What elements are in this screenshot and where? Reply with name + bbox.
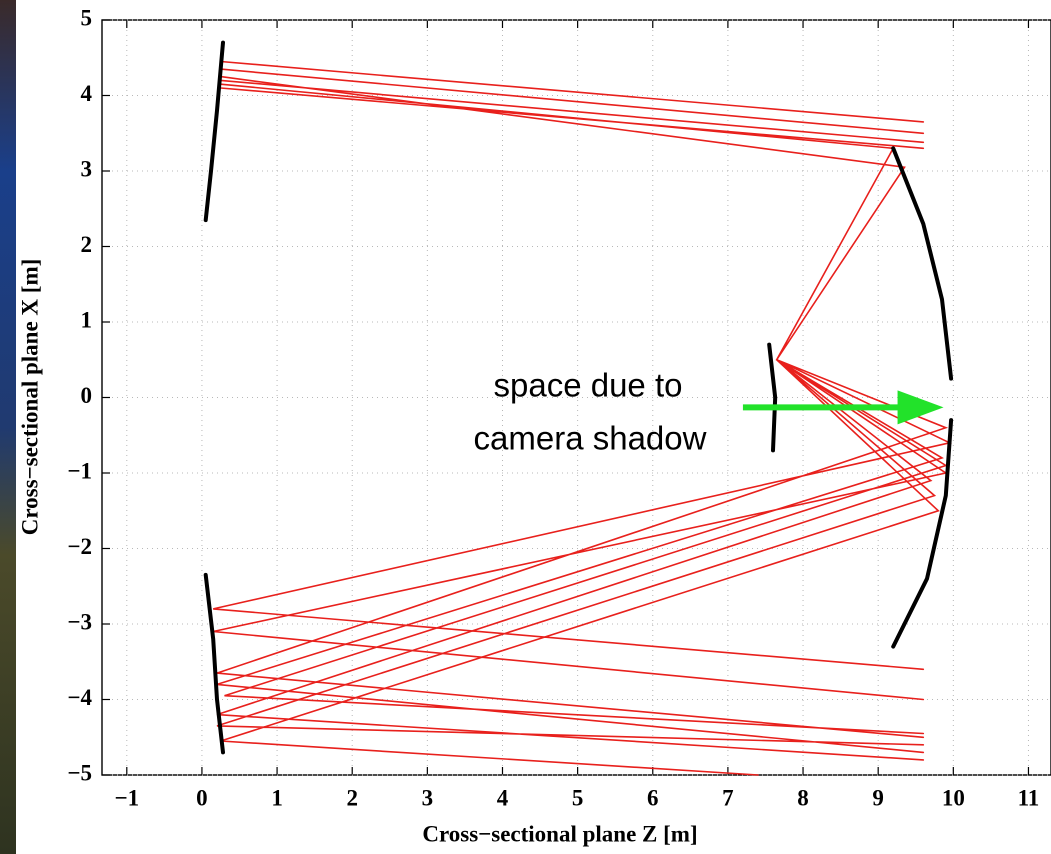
ray bbox=[213, 60, 953, 776]
y-tick-label: 4 bbox=[81, 81, 93, 106]
y-tick-label: 5 bbox=[81, 5, 93, 30]
x-tick-label: 6 bbox=[647, 785, 659, 810]
y-tick-label: −3 bbox=[67, 609, 92, 634]
y-tick-label: 0 bbox=[81, 383, 93, 408]
y-tick-label: 1 bbox=[81, 307, 93, 332]
x-tick-label: 2 bbox=[346, 785, 358, 810]
x-tick-label: 0 bbox=[196, 785, 208, 810]
x-axis-label: Cross−sectional plane Z [m] bbox=[422, 821, 697, 846]
y-tick-label: −2 bbox=[67, 534, 92, 559]
x-tick-label: 3 bbox=[422, 785, 434, 810]
y-tick-label: 3 bbox=[81, 156, 93, 181]
background-photo bbox=[0, 0, 16, 854]
x-tick-label: 8 bbox=[797, 785, 809, 810]
annotation: camera shadow bbox=[474, 420, 707, 457]
x-tick-label: −1 bbox=[114, 785, 139, 810]
x-tick-label: 7 bbox=[722, 785, 734, 810]
arrow-head bbox=[897, 390, 944, 425]
x-tick-label: 9 bbox=[872, 785, 884, 810]
y-tick-label: −4 bbox=[67, 685, 92, 710]
y-tick-label: 2 bbox=[81, 232, 93, 257]
mirror bbox=[203, 40, 954, 755]
x-tick-label: 4 bbox=[497, 785, 509, 810]
x-tick-label: 5 bbox=[572, 785, 584, 810]
y-axis-label: Cross−sectional plane X [m] bbox=[17, 259, 42, 536]
y-tick-label: −5 bbox=[67, 760, 92, 785]
annotation: space due to bbox=[494, 367, 683, 404]
x-tick-label: 1 bbox=[271, 785, 283, 810]
x-tick-label: 10 bbox=[942, 785, 965, 810]
x-tick-label: 11 bbox=[1018, 785, 1040, 810]
y-tick-label: −1 bbox=[67, 458, 92, 483]
